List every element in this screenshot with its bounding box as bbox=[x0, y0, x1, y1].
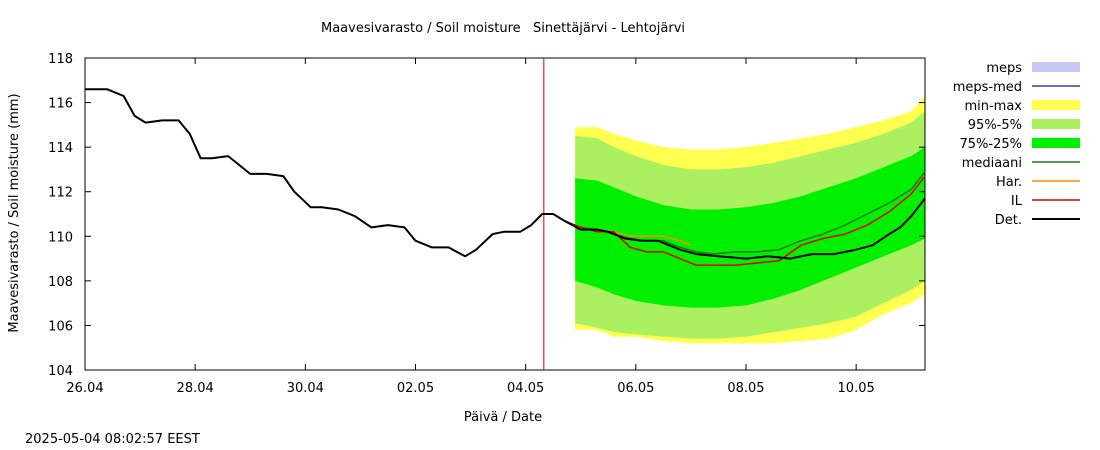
plot-frame bbox=[84, 57, 926, 371]
legend-label: 95%-5% bbox=[968, 118, 1022, 133]
x-tick-label: 04.05 bbox=[507, 381, 544, 396]
x-tick-label: 06.05 bbox=[617, 381, 654, 396]
legend-label: min-max bbox=[964, 99, 1022, 114]
legend-label: Har. bbox=[996, 175, 1022, 190]
legend: meps meps-med min-max 95%-5% 75%-25% mediaani… bbox=[953, 61, 1080, 228]
band-75-25 bbox=[575, 147, 925, 308]
legend-label: mediaani bbox=[962, 156, 1022, 171]
legend-swatch bbox=[1032, 119, 1080, 129]
timestamp: 2025-05-04 08:02:57 EEST bbox=[25, 432, 200, 447]
y-tick-label: 104 bbox=[48, 364, 73, 379]
x-tick-label: 30.04 bbox=[287, 381, 324, 396]
forecast-bands bbox=[575, 95, 925, 344]
y-tick-label: 114 bbox=[48, 141, 73, 156]
chart-title: Maavesivarasto / Soil moisture Sinettäjä… bbox=[321, 21, 685, 36]
y-tick-label: 106 bbox=[48, 319, 73, 334]
x-tick-label: 08.05 bbox=[727, 381, 764, 396]
series-det-line bbox=[85, 88, 926, 260]
x-tick-label: 02.05 bbox=[397, 381, 434, 396]
legend-swatch bbox=[1032, 62, 1080, 72]
legend-label: 75%-25% bbox=[960, 137, 1022, 152]
legend-label: meps bbox=[986, 61, 1022, 76]
plot-axes bbox=[84, 57, 926, 371]
y-tick-label: 112 bbox=[48, 186, 73, 201]
legend-swatch bbox=[1032, 138, 1080, 148]
x-tick-label: 10.05 bbox=[838, 381, 875, 396]
x-axis-label: Päivä / Date bbox=[464, 410, 542, 425]
legend-label: IL bbox=[1011, 194, 1023, 209]
data-series bbox=[85, 88, 926, 267]
legend-label: Det. bbox=[995, 213, 1022, 228]
y-tick-label: 110 bbox=[48, 230, 73, 245]
legend-swatch bbox=[1032, 100, 1080, 110]
y-axis-label: Maavesivarasto / Soil moisture (mm) bbox=[7, 93, 22, 332]
x-tick-label: 28.04 bbox=[177, 381, 214, 396]
y-tick-label: 118 bbox=[48, 52, 73, 67]
tick-labels: 104 106 108 110 112 114 116 118 26.04 28.04 30.04 0… bbox=[48, 52, 875, 396]
y-tick-label: 116 bbox=[48, 97, 73, 112]
y-tick-label: 108 bbox=[48, 275, 73, 290]
x-tick-label: 26.04 bbox=[66, 381, 103, 396]
legend-label: meps-med bbox=[953, 80, 1022, 95]
